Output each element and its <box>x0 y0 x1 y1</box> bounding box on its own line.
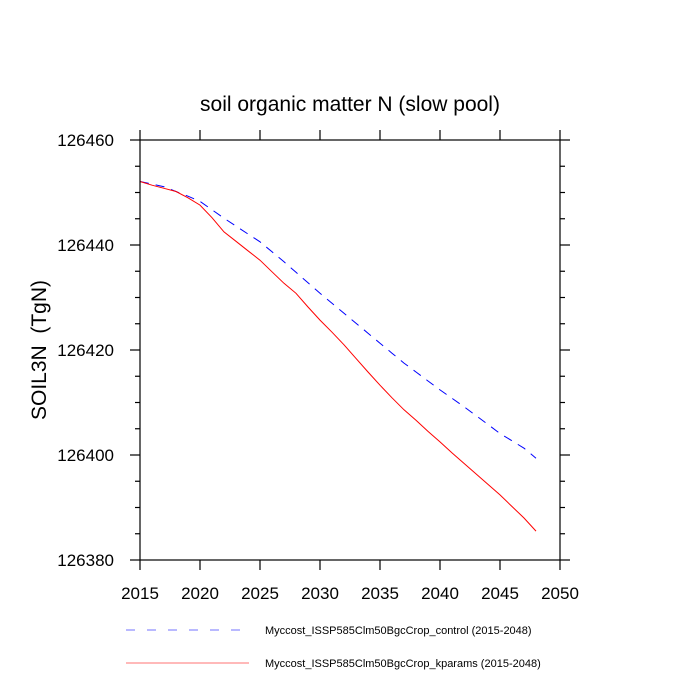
x-tick-label: 2045 <box>481 584 519 603</box>
plot-frame <box>139 139 561 561</box>
x-tick-label: 2035 <box>361 584 399 603</box>
x-tick-label: 2040 <box>421 584 459 603</box>
x-tick-label: 2015 <box>121 584 159 603</box>
y-tick-label: 126400 <box>57 446 114 465</box>
y-tick-label: 126380 <box>57 551 114 570</box>
y-tick-label: 126460 <box>57 131 114 150</box>
series-line <box>139 181 537 532</box>
y-axis-label: SOIL3N (TgN) <box>28 280 51 420</box>
x-tick-label: 2050 <box>541 584 579 603</box>
legend-label: Myccost_ISSP585Clm50BgcCrop_control (201… <box>265 625 532 637</box>
y-tick-label: 126440 <box>57 236 114 255</box>
y-tick-label: 126420 <box>57 341 114 360</box>
series-line <box>139 181 537 459</box>
x-tick-label: 2030 <box>301 584 339 603</box>
x-tick-label: 2025 <box>241 584 279 603</box>
x-tick-label: 2020 <box>181 584 219 603</box>
chart-title: soil organic matter N (slow pool) <box>200 93 500 116</box>
legend-label: Myccost_ISSP585Clm50BgcCrop_kparams (201… <box>265 658 541 670</box>
